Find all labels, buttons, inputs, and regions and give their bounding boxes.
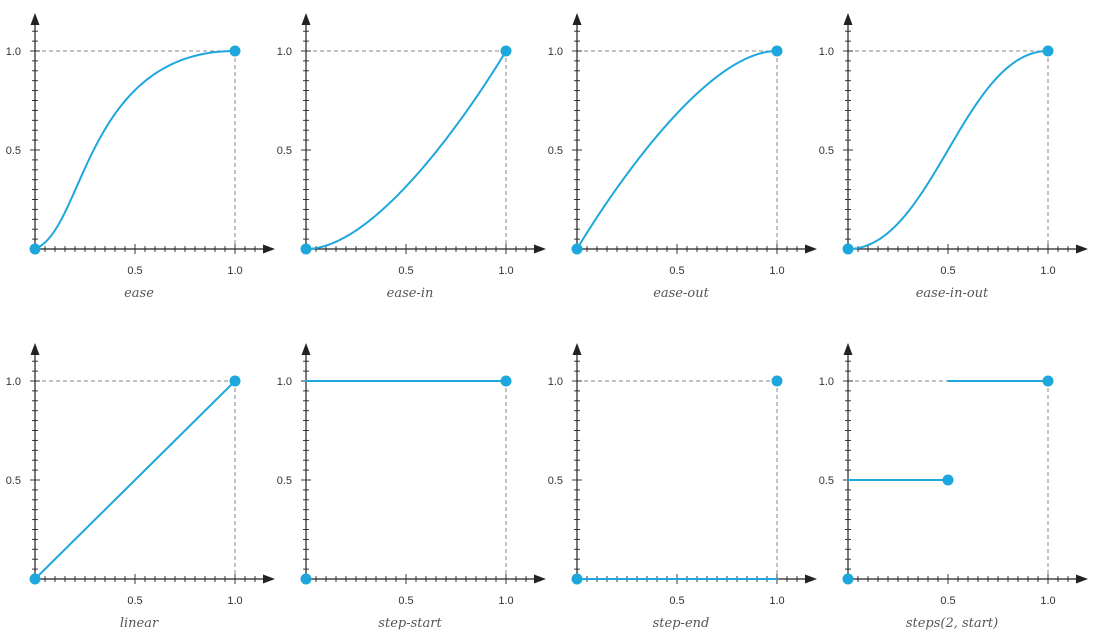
curve-point [229, 375, 241, 387]
chart-caption: step-start [378, 616, 442, 631]
x-axis-arrow [805, 244, 817, 254]
x-tick-label-1.0: 1.0 [769, 595, 784, 607]
x-tick-label-0.5: 0.5 [669, 265, 684, 277]
curve-point [229, 45, 241, 57]
timing-curve [847, 50, 1049, 250]
y-tick-label-1.0: 1.0 [548, 46, 563, 58]
curve-point [771, 45, 783, 57]
timing-curve [34, 380, 236, 580]
x-axis-arrow [263, 574, 275, 584]
x-tick-label-0.5: 0.5 [398, 265, 413, 277]
x-tick-label-0.5: 0.5 [127, 265, 142, 277]
y-tick-label-0.5: 0.5 [548, 145, 563, 157]
y-tick-label-0.5: 0.5 [819, 475, 834, 487]
y-tick-label-0.5: 0.5 [6, 475, 21, 487]
timing-curve [305, 50, 507, 250]
chart-step-end: 0.5 1.0 0.5 1.0 step-end [548, 343, 817, 631]
timing-curve [576, 50, 778, 250]
y-axis-arrow [301, 13, 311, 25]
x-tick-label-1.0: 1.0 [227, 265, 242, 277]
chart-steps-2-start: 0.5 1.0 0.5 1.0 steps(2, start) [819, 343, 1088, 631]
y-axis-arrow [843, 13, 853, 25]
y-tick-label-1.0: 1.0 [6, 376, 21, 388]
y-axis-arrow [572, 343, 582, 355]
curve-point [300, 243, 312, 255]
y-tick-label-1.0: 1.0 [277, 46, 292, 58]
chart-linear: 0.5 1.0 0.5 1.0 linear [6, 343, 275, 631]
curve-point [29, 573, 41, 585]
x-axis-arrow [263, 244, 275, 254]
chart-ease: 0.5 1.0 0.5 1.0 ease [6, 13, 275, 301]
x-tick-label-1.0: 1.0 [769, 265, 784, 277]
x-tick-label-1.0: 1.0 [1040, 595, 1055, 607]
x-tick-label-0.5: 0.5 [398, 595, 413, 607]
chart-caption: ease [124, 286, 154, 301]
x-axis-arrow [805, 574, 817, 584]
y-tick-label-0.5: 0.5 [819, 145, 834, 157]
chart-caption: steps(2, start) [906, 616, 998, 631]
y-tick-label-0.5: 0.5 [548, 475, 563, 487]
chart-ease-in: 0.5 1.0 0.5 1.0 ease-in [277, 13, 546, 301]
x-tick-label-0.5: 0.5 [940, 595, 955, 607]
y-tick-label-1.0: 1.0 [277, 376, 292, 388]
timing-curve [34, 50, 236, 250]
chart-caption: ease-in [387, 286, 434, 301]
curve-point [842, 243, 854, 255]
curve-point [29, 243, 41, 255]
chart-caption: linear [120, 616, 159, 631]
y-tick-label-1.0: 1.0 [819, 46, 834, 58]
x-tick-label-1.0: 1.0 [1040, 265, 1055, 277]
y-tick-label-1.0: 1.0 [819, 376, 834, 388]
curve-point [571, 243, 583, 255]
y-axis-arrow [572, 13, 582, 25]
x-tick-label-1.0: 1.0 [498, 265, 513, 277]
x-tick-label-0.5: 0.5 [669, 595, 684, 607]
chart-caption: step-end [653, 616, 710, 631]
y-axis-arrow [843, 343, 853, 355]
x-axis-arrow [534, 574, 546, 584]
curve-point [500, 45, 512, 57]
chart-step-start: 0.5 1.0 0.5 1.0 step-start [277, 343, 546, 631]
curve-point [571, 573, 583, 585]
chart-ease-in-out: 0.5 1.0 0.5 1.0 ease-in-out [819, 13, 1088, 301]
chart-ease-out: 0.5 1.0 0.5 1.0 ease-out [548, 13, 817, 301]
curve-point [500, 375, 512, 387]
x-tick-label-0.5: 0.5 [127, 595, 142, 607]
y-axis-arrow [30, 13, 40, 25]
y-axis-arrow [301, 343, 311, 355]
x-tick-label-0.5: 0.5 [940, 265, 955, 277]
curve-point [942, 474, 954, 486]
curve-point [842, 573, 854, 585]
x-tick-label-1.0: 1.0 [498, 595, 513, 607]
y-tick-label-1.0: 1.0 [548, 376, 563, 388]
curve-point [1042, 375, 1054, 387]
curve-point [771, 375, 783, 387]
x-axis-arrow [1076, 574, 1088, 584]
y-tick-label-0.5: 0.5 [277, 145, 292, 157]
curve-point [300, 573, 312, 585]
y-tick-label-0.5: 0.5 [6, 145, 21, 157]
y-axis-arrow [30, 343, 40, 355]
chart-caption: ease-out [653, 286, 709, 301]
x-tick-label-1.0: 1.0 [227, 595, 242, 607]
y-tick-label-0.5: 0.5 [277, 475, 292, 487]
y-tick-label-1.0: 1.0 [6, 46, 21, 58]
x-axis-arrow [1076, 244, 1088, 254]
chart-caption: ease-in-out [916, 286, 989, 301]
curve-point [1042, 45, 1054, 57]
x-axis-arrow [534, 244, 546, 254]
